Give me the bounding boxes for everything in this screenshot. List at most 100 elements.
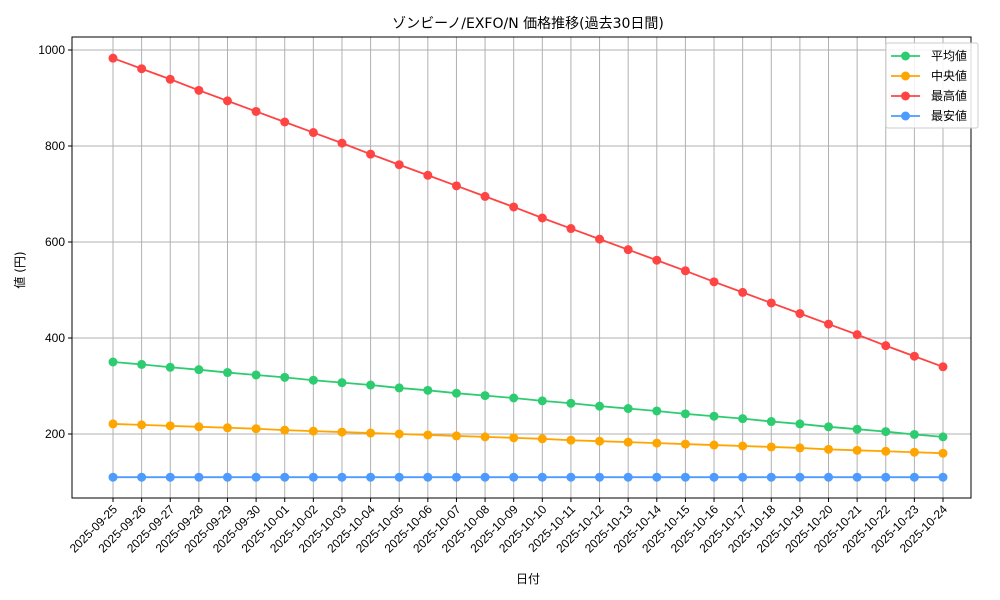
data-point xyxy=(394,160,404,170)
data-point xyxy=(595,234,605,244)
data-point xyxy=(709,411,719,421)
series-2 xyxy=(108,53,948,372)
data-point xyxy=(566,398,576,408)
legend-label: 中央値 xyxy=(931,68,967,83)
data-point xyxy=(595,436,605,446)
data-point xyxy=(852,330,862,340)
data-point xyxy=(824,444,834,454)
data-point xyxy=(251,370,261,380)
legend-marker-icon xyxy=(901,91,910,101)
data-point xyxy=(938,362,948,372)
data-point xyxy=(909,351,919,361)
data-point xyxy=(881,427,891,437)
data-point xyxy=(337,378,347,388)
legend-item: 平均値 xyxy=(891,48,967,63)
data-point xyxy=(537,396,547,406)
data-point xyxy=(795,419,805,429)
data-point xyxy=(222,96,232,106)
data-point xyxy=(366,380,376,390)
data-point xyxy=(423,472,433,482)
data-point xyxy=(165,74,175,84)
data-point xyxy=(308,426,318,436)
data-point xyxy=(680,472,690,482)
data-point xyxy=(366,428,376,438)
data-point xyxy=(537,434,547,444)
data-point xyxy=(394,472,404,482)
data-point xyxy=(566,472,576,482)
data-point xyxy=(394,383,404,393)
data-point xyxy=(938,432,948,442)
data-point xyxy=(423,430,433,440)
data-point xyxy=(766,442,776,452)
data-point xyxy=(652,255,662,265)
data-point xyxy=(280,117,290,127)
data-point xyxy=(366,472,376,482)
data-point xyxy=(766,298,776,308)
data-point xyxy=(824,422,834,432)
data-point xyxy=(280,425,290,435)
data-point xyxy=(337,472,347,482)
data-point xyxy=(280,472,290,482)
legend-item: 中央値 xyxy=(891,68,967,83)
chart-title: ゾンビーノ/EXFO/N 価格推移(過去30日間) xyxy=(392,16,664,32)
data-point xyxy=(451,388,461,398)
series-1 xyxy=(108,419,948,458)
data-point xyxy=(480,472,490,482)
data-point xyxy=(194,365,204,375)
data-point xyxy=(537,213,547,223)
data-point xyxy=(909,472,919,482)
legend-label: 最高値 xyxy=(931,88,967,103)
data-point xyxy=(423,385,433,395)
series-0 xyxy=(108,357,948,442)
data-point xyxy=(623,245,633,255)
data-point xyxy=(566,435,576,445)
data-point xyxy=(251,106,261,116)
data-point xyxy=(480,391,490,401)
data-point xyxy=(222,423,232,433)
data-point xyxy=(680,266,690,276)
y-axis-ticks: 200 400 600 800 1000 xyxy=(38,43,72,441)
data-point xyxy=(623,437,633,447)
data-point xyxy=(165,472,175,482)
legend-label: 最安値 xyxy=(931,108,967,123)
data-point xyxy=(108,419,118,429)
data-point xyxy=(108,472,118,482)
data-point xyxy=(308,375,318,385)
data-point xyxy=(595,401,605,411)
data-point xyxy=(222,368,232,378)
data-point xyxy=(451,181,461,191)
data-point xyxy=(509,472,519,482)
legend-label: 平均値 xyxy=(931,48,967,63)
data-point xyxy=(137,359,147,369)
data-point xyxy=(194,85,204,95)
data-point xyxy=(566,224,576,234)
data-point xyxy=(738,414,748,424)
data-point xyxy=(709,472,719,482)
data-point xyxy=(137,472,147,482)
data-point xyxy=(480,432,490,442)
data-point xyxy=(881,446,891,456)
legend-marker-icon xyxy=(901,111,910,121)
data-point xyxy=(451,431,461,441)
y-tick-label: 400 xyxy=(45,331,65,345)
data-point xyxy=(795,309,805,319)
y-tick-label: 200 xyxy=(45,427,65,441)
legend-box xyxy=(885,42,979,129)
data-point xyxy=(795,443,805,453)
data-point xyxy=(938,448,948,458)
data-point xyxy=(766,472,776,482)
x-axis-ticks: 2025-09-252025-09-262025-09-272025-09-28… xyxy=(67,498,950,556)
data-point xyxy=(623,472,633,482)
y-tick-label: 800 xyxy=(45,139,65,153)
data-point xyxy=(738,287,748,297)
data-point xyxy=(595,472,605,482)
y-tick-label: 600 xyxy=(45,235,65,249)
data-point xyxy=(537,472,547,482)
data-point xyxy=(881,341,891,351)
data-point xyxy=(852,445,862,455)
data-point xyxy=(909,447,919,457)
data-point xyxy=(652,438,662,448)
data-point xyxy=(451,472,461,482)
